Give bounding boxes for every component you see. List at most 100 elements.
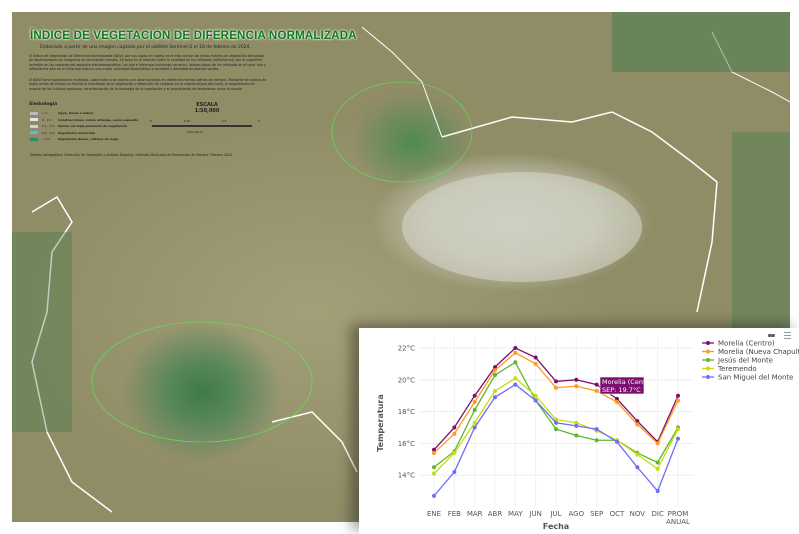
- legend-marker: [706, 341, 710, 345]
- x-tick-label: MAR: [467, 510, 483, 518]
- data-point[interactable]: [493, 388, 497, 393]
- data-point[interactable]: [513, 360, 518, 365]
- data-point[interactable]: [554, 379, 558, 384]
- data-point[interactable]: [574, 433, 579, 438]
- data-point[interactable]: [574, 423, 579, 428]
- x-tick-label: ANUAL: [666, 518, 690, 526]
- data-point[interactable]: [594, 388, 599, 393]
- data-point[interactable]: [594, 438, 599, 443]
- data-point[interactable]: [574, 384, 579, 389]
- legend-entry[interactable]: San Miguel del Monte: [718, 374, 793, 382]
- x-tick-label: OCT: [610, 510, 625, 518]
- data-point[interactable]: [554, 427, 558, 432]
- data-point[interactable]: [676, 398, 680, 403]
- data-point[interactable]: [472, 400, 477, 405]
- data-point[interactable]: [533, 355, 538, 360]
- y-tick-label: 16°C: [398, 440, 415, 448]
- protected-area: [331, 81, 473, 183]
- urban-area: [402, 172, 642, 282]
- data-point[interactable]: [655, 489, 660, 494]
- data-point[interactable]: [635, 422, 640, 427]
- data-point[interactable]: [615, 439, 619, 444]
- data-point[interactable]: [676, 436, 680, 441]
- data-point[interactable]: [655, 460, 660, 465]
- dense-vegetation: [612, 12, 790, 72]
- data-point[interactable]: [472, 393, 477, 398]
- x-tick-label: FEB: [448, 510, 461, 518]
- line-chart: 14°C 16°C 18°C 20°C 22°C ENE FEB MAR ABR MAY JUN JU…: [376, 338, 799, 531]
- data-point[interactable]: [655, 466, 660, 471]
- data-point[interactable]: [533, 398, 538, 403]
- x-tick-label: ENE: [427, 510, 441, 518]
- tooltip-value: SEP: 19.7°C: [602, 386, 641, 394]
- data-point[interactable]: [432, 471, 436, 476]
- data-point[interactable]: [615, 400, 619, 405]
- y-tick-label: 18°C: [398, 408, 415, 416]
- temperature-chart[interactable]: 14°C 16°C 18°C 20°C 22°C ENE FEB MAR ABR MAY JUN JU…: [359, 328, 799, 534]
- x-axis-title: Fecha: [543, 522, 569, 531]
- data-point[interactable]: [452, 470, 457, 475]
- data-point[interactable]: [554, 385, 558, 390]
- data-point[interactable]: [655, 441, 660, 446]
- data-point[interactable]: [635, 465, 640, 470]
- data-point[interactable]: [472, 420, 477, 425]
- data-point[interactable]: [533, 361, 538, 366]
- scale-unit: Kilómetros: [187, 130, 203, 134]
- data-point[interactable]: [472, 425, 477, 430]
- legend-swatch: [29, 136, 39, 142]
- menu-icon[interactable]: [784, 332, 791, 339]
- data-point[interactable]: [594, 427, 599, 432]
- data-point[interactable]: [513, 346, 518, 350]
- data-point[interactable]: [554, 417, 558, 422]
- legend-entry[interactable]: Teremendo: [717, 365, 757, 373]
- data-point[interactable]: [432, 450, 436, 455]
- data-point[interactable]: [676, 427, 680, 432]
- x-tick-label: PROM: [668, 510, 689, 518]
- legend-item: > 0.4 Vegetación densa, cultivos de riego: [29, 136, 118, 142]
- legend-entry[interactable]: Jesús del Monte: [717, 357, 773, 365]
- data-point[interactable]: [513, 376, 518, 381]
- legend-swatch: [29, 123, 39, 129]
- map-features: [12, 12, 790, 513]
- protected-area: [91, 321, 313, 443]
- data-point[interactable]: [493, 373, 497, 378]
- data-point[interactable]: [533, 393, 538, 398]
- data-point[interactable]: [635, 419, 640, 424]
- legend-swatch: [29, 110, 39, 116]
- data-point[interactable]: [676, 393, 680, 398]
- legend-range: < 0: [42, 111, 48, 115]
- x-tick-label: JUN: [528, 510, 541, 518]
- legend-marker: [706, 358, 710, 362]
- legend-entry[interactable]: Morelia (Nueva Chapultepec): [718, 348, 799, 356]
- data-point[interactable]: [554, 420, 558, 425]
- legend-item: 0.1 - 0.3 Suelos con baja presencia de ve…: [29, 123, 127, 129]
- legend-entry[interactable]: Morelia (Centro): [718, 340, 775, 348]
- data-point[interactable]: [452, 425, 457, 430]
- data-point[interactable]: [493, 395, 497, 400]
- data-point[interactable]: [594, 382, 599, 387]
- data-point[interactable]: [432, 465, 436, 470]
- data-point[interactable]: [513, 350, 518, 355]
- y-tick-label: 22°C: [398, 345, 415, 353]
- legend-range: 0.3 - 0.4: [42, 130, 55, 135]
- scale-tick: 0: [150, 119, 152, 123]
- data-point[interactable]: [635, 452, 640, 457]
- x-tick-label: ABR: [488, 510, 503, 518]
- data-point[interactable]: [493, 365, 497, 370]
- legend-item: 0 - 0.1 Construcciones, zonas urbanas, su…: [29, 117, 138, 123]
- data-point[interactable]: [452, 450, 457, 455]
- x-tick-label: SEP: [590, 510, 603, 518]
- data-point[interactable]: [615, 396, 619, 401]
- data-point[interactable]: [574, 420, 579, 425]
- data-point[interactable]: [513, 382, 518, 387]
- legend-range: 0.1 - 0.3: [42, 124, 55, 129]
- chart-toolbar-icon[interactable]: [768, 334, 775, 337]
- legend-title: Simbología: [29, 102, 58, 107]
- data-point[interactable]: [432, 447, 436, 452]
- data-point[interactable]: [472, 408, 477, 413]
- data-point[interactable]: [432, 493, 436, 498]
- legend-swatch: [29, 130, 39, 136]
- data-point[interactable]: [452, 431, 457, 436]
- data-point[interactable]: [574, 377, 579, 382]
- data-point[interactable]: [493, 368, 497, 373]
